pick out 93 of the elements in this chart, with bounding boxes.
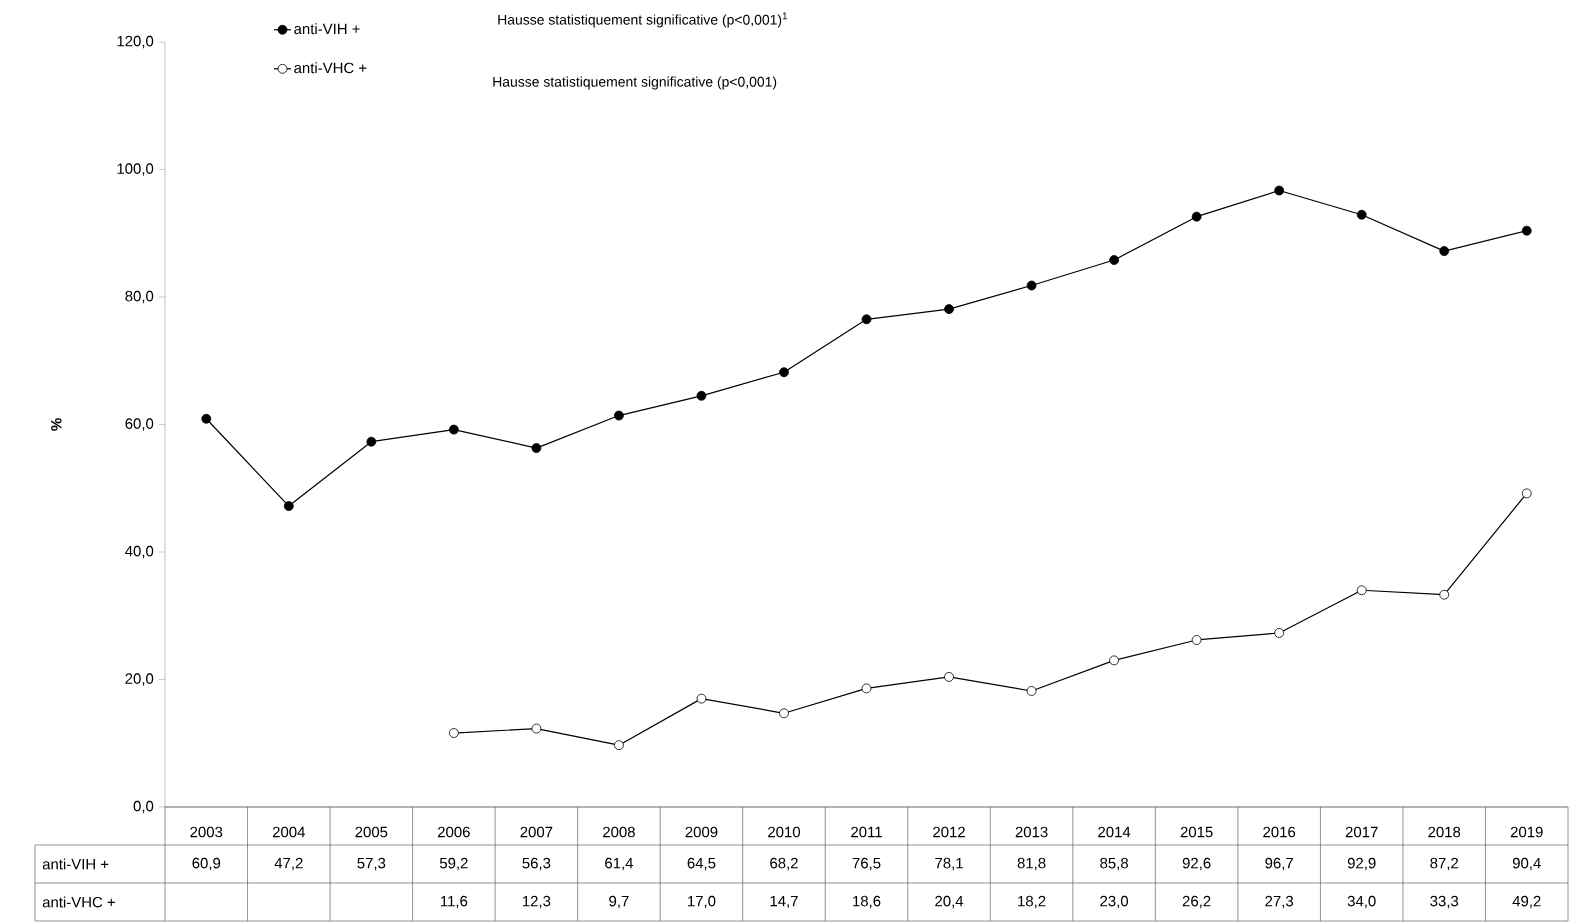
- x-tick-label: 2004: [272, 826, 305, 838]
- x-tick-label: 2003: [190, 826, 223, 838]
- data-label: 57,3: [357, 857, 386, 871]
- data-label: 56,3: [522, 857, 551, 871]
- data-label: 23,0: [1100, 895, 1129, 909]
- data-label: 85,8: [1100, 857, 1128, 871]
- data-label: 87,2: [1430, 857, 1459, 871]
- point: [944, 304, 954, 314]
- point: [779, 367, 789, 378]
- data-label: 78,1: [935, 857, 963, 871]
- point: [1521, 488, 1532, 499]
- data-label: 17,0: [688, 895, 716, 909]
- point: [944, 672, 954, 682]
- data-label: 92,9: [1347, 857, 1376, 871]
- x-tick-label: 2007: [520, 826, 553, 838]
- point: [1439, 246, 1450, 256]
- point: [1356, 209, 1367, 220]
- x-tick-label: 2017: [1345, 826, 1378, 838]
- point: [1274, 628, 1285, 638]
- legend-label: anti-VIH +: [294, 23, 360, 35]
- point: [614, 410, 624, 421]
- y-tick-label: 20,0: [125, 673, 154, 686]
- point: [283, 501, 294, 511]
- point: [366, 436, 377, 447]
- point: [696, 693, 707, 704]
- point: [1191, 635, 1202, 645]
- text: anti-VHC +: [42, 896, 115, 908]
- point: [531, 723, 542, 734]
- y-axis-title: %: [51, 418, 62, 431]
- x-tick-label: 2012: [933, 826, 965, 838]
- data-label: 26,2: [1182, 895, 1211, 909]
- point: [531, 443, 542, 453]
- point: [1356, 585, 1367, 596]
- data-label: 27,3: [1265, 895, 1294, 909]
- data-label: 12,3: [522, 895, 551, 909]
- x-tick-label: 2006: [437, 826, 470, 838]
- y-tick-label: 60,0: [125, 418, 154, 431]
- x-tick-label: 2008: [603, 826, 635, 838]
- point: [1026, 280, 1037, 291]
- data-label: 76,5: [852, 857, 881, 871]
- data-label: 9,7: [609, 895, 629, 909]
- y-tick-label: 100,0: [117, 163, 154, 176]
- text: Hausse statistiquement significative (p<0,001)$^{1}$: [498, 12, 788, 28]
- data-label: 92,6: [1182, 857, 1211, 871]
- point: [861, 314, 872, 325]
- x-tick-label: 2011: [851, 826, 882, 838]
- data-label: 61,4: [605, 857, 634, 871]
- x-tick-label: 2018: [1428, 826, 1461, 838]
- x-tick-label: 2015: [1180, 826, 1213, 838]
- point: [1109, 255, 1120, 265]
- data-label: 60,9: [192, 857, 221, 871]
- data-label: 96,7: [1265, 857, 1293, 871]
- y-tick-label: 0,0: [133, 800, 154, 814]
- x-tick-label: 2013: [1015, 826, 1048, 838]
- x-tick-label: 2016: [1263, 826, 1296, 838]
- data-label: 90,4: [1512, 857, 1541, 871]
- data-label: 11,6: [441, 895, 468, 909]
- x-tick-label: 2009: [685, 826, 718, 838]
- y-tick-label: 120,0: [117, 35, 154, 49]
- point: [779, 708, 789, 719]
- x-tick-label: 2005: [355, 826, 388, 838]
- point: [861, 683, 872, 694]
- text: anti-VIH +: [42, 858, 109, 870]
- point: [696, 390, 707, 401]
- point: [1274, 185, 1285, 196]
- data-label: 18,6: [853, 895, 881, 909]
- data-label: 81,8: [1017, 857, 1046, 871]
- data-label: 47,2: [274, 857, 303, 871]
- data-label: 68,2: [770, 857, 798, 871]
- data-label: 64,5: [687, 857, 716, 871]
- data-label: 33,3: [1430, 895, 1459, 909]
- point: [448, 424, 459, 435]
- point: [1026, 686, 1037, 696]
- data-label: 59,2: [439, 857, 468, 871]
- y-tick-label: 40,0: [125, 545, 154, 559]
- data-label: 18,2: [1018, 895, 1046, 909]
- data-label: 49,2: [1512, 895, 1541, 909]
- point: [1109, 655, 1120, 666]
- point: [614, 740, 624, 751]
- x-tick-label: 2019: [1510, 826, 1543, 838]
- point: [1521, 225, 1532, 236]
- annotation: Hausse statistiquement significative (p<0,001): [493, 76, 777, 90]
- point: [1191, 211, 1202, 222]
- data-label: 20,4: [935, 895, 964, 909]
- x-tick-label: 2010: [768, 826, 801, 838]
- point: [1439, 589, 1450, 600]
- x-tick-label: 2014: [1098, 826, 1131, 838]
- y-tick-label: 80,0: [125, 290, 154, 304]
- data-label: 34,0: [1347, 895, 1376, 909]
- point: [448, 728, 459, 738]
- data-label: 14,7: [770, 895, 798, 909]
- legend-label: anti-VHC +: [294, 62, 367, 74]
- point: [201, 413, 212, 424]
